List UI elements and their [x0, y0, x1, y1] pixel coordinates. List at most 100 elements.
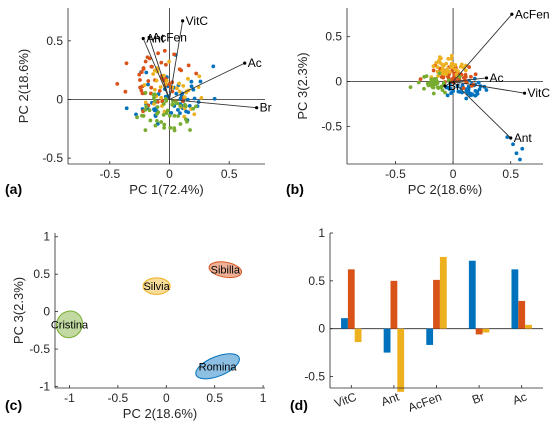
data-point-green: [144, 104, 149, 109]
data-point-green: [153, 92, 157, 97]
data-point-orange: [147, 56, 152, 61]
loading-vector-ac: [169, 62, 245, 100]
data-point-green: [152, 95, 156, 100]
data-point-blue: [451, 89, 456, 94]
data-point-orange: [155, 99, 160, 104]
data-point-green: [147, 108, 152, 113]
data-point-green: [143, 90, 148, 95]
y-tick-label: 0: [318, 322, 325, 336]
bar-ant-orange: [390, 280, 398, 329]
data-point-green: [441, 80, 446, 85]
bar-br-orange: [475, 328, 483, 335]
data-point-green: [143, 128, 148, 132]
group-ellipse-sibilla: [208, 261, 243, 279]
data-point-yellow: [177, 89, 182, 94]
data-point-yellow: [458, 64, 463, 69]
loading-vector-tip: [147, 35, 151, 39]
data-point-yellow: [434, 60, 439, 65]
loading-vector-tip: [443, 84, 447, 88]
data-point-orange: [467, 65, 471, 69]
data-point-yellow: [151, 72, 156, 76]
data-point-blue: [212, 96, 217, 101]
x-tick-label-br: Br: [470, 390, 486, 407]
data-point-orange: [186, 63, 191, 68]
data-point-blue: [124, 106, 129, 111]
data-point-blue: [178, 111, 182, 116]
y-tick-label: -0.5: [304, 370, 325, 384]
data-point-blue: [152, 107, 156, 112]
x-tick-label: 1: [260, 391, 267, 405]
data-point-blue: [484, 88, 489, 92]
data-point-blue: [445, 93, 450, 98]
group-label-sibilla: Sibilla: [211, 265, 241, 277]
data-point-yellow: [199, 95, 204, 100]
data-point-yellow: [437, 55, 442, 60]
loading-label-acfen: AcFen: [515, 7, 550, 21]
bar-vitc-blue: [341, 318, 348, 329]
data-point-green: [435, 81, 440, 85]
data-point-green: [178, 122, 183, 126]
panel-letter-a: (a): [5, 181, 22, 197]
data-point-orange: [139, 88, 144, 93]
data-point-green: [162, 122, 167, 127]
data-point-green: [443, 90, 447, 95]
data-point-blue: [468, 93, 473, 98]
panel-letter-b: (b): [286, 181, 304, 197]
data-point-green: [408, 85, 413, 90]
data-point-yellow: [192, 112, 197, 117]
loading-label-vitc: VitC: [186, 14, 209, 28]
data-point-green: [170, 102, 175, 107]
data-point-orange: [461, 86, 466, 91]
data-point-yellow: [449, 57, 454, 61]
data-point-orange: [115, 81, 120, 86]
data-point-green: [162, 125, 167, 130]
data-point-orange: [194, 71, 199, 76]
data-point-orange: [167, 82, 172, 87]
panel-letter-d: (d): [290, 397, 308, 413]
data-point-orange: [172, 52, 176, 57]
bar-ac-orange: [518, 300, 526, 329]
data-point-green: [148, 118, 153, 123]
panel-d-loadings-bar-chart: -0.5 0 0.5 1 VitC Ant AcFen Br Ac: [304, 226, 543, 415]
loading-label-ant: Ant: [514, 131, 533, 145]
data-point-yellow: [449, 53, 454, 58]
group-ellipse-romina: [195, 353, 240, 380]
data-point-green: [153, 99, 157, 103]
data-point-orange: [139, 70, 144, 75]
data-point-yellow: [167, 59, 171, 64]
data-point-blue: [187, 104, 192, 108]
y-tick-label: -0.5: [29, 342, 50, 356]
data-point-yellow: [197, 74, 202, 79]
bar-ant-blue: [383, 328, 391, 353]
panel-letter-c: (c): [5, 397, 22, 413]
data-point-blue: [511, 142, 515, 147]
data-point-orange: [431, 68, 436, 73]
loading-vector-ant: [452, 81, 512, 139]
data-point-green: [178, 103, 183, 108]
y-tick-label: 0.5: [325, 30, 342, 44]
panel-b-pca-biplot-pc2-pc3: AcFen Ac VitC Ant Br -0.5 0 0.5 -0.5 0 0.5 PC 2(18.…: [295, 7, 550, 197]
data-point-green: [135, 115, 139, 120]
data-point-yellow: [182, 95, 187, 99]
loading-vector-tip: [255, 106, 259, 110]
data-point-blue: [211, 64, 216, 69]
x-tick-label-ant: Ant: [379, 389, 401, 409]
data-point-green: [161, 112, 166, 117]
data-point-yellow: [164, 78, 169, 83]
data-point-yellow: [435, 65, 440, 70]
data-point-orange: [463, 74, 468, 79]
x-tick-label: 0: [450, 167, 457, 181]
data-point-blue: [192, 96, 197, 101]
data-point-orange: [452, 75, 456, 80]
x-tick-label: 0: [166, 167, 173, 181]
y-tick-label: -0.5: [42, 151, 63, 165]
loading-vector-tip: [181, 19, 185, 23]
data-point-green: [165, 108, 170, 113]
loading-vector-ant: [142, 38, 170, 100]
bar-br-yellow: [482, 328, 490, 333]
data-point-yellow: [142, 83, 147, 87]
data-point-yellow: [162, 73, 166, 78]
y-tick-label: 0: [43, 305, 50, 319]
data-point-green: [191, 106, 196, 111]
